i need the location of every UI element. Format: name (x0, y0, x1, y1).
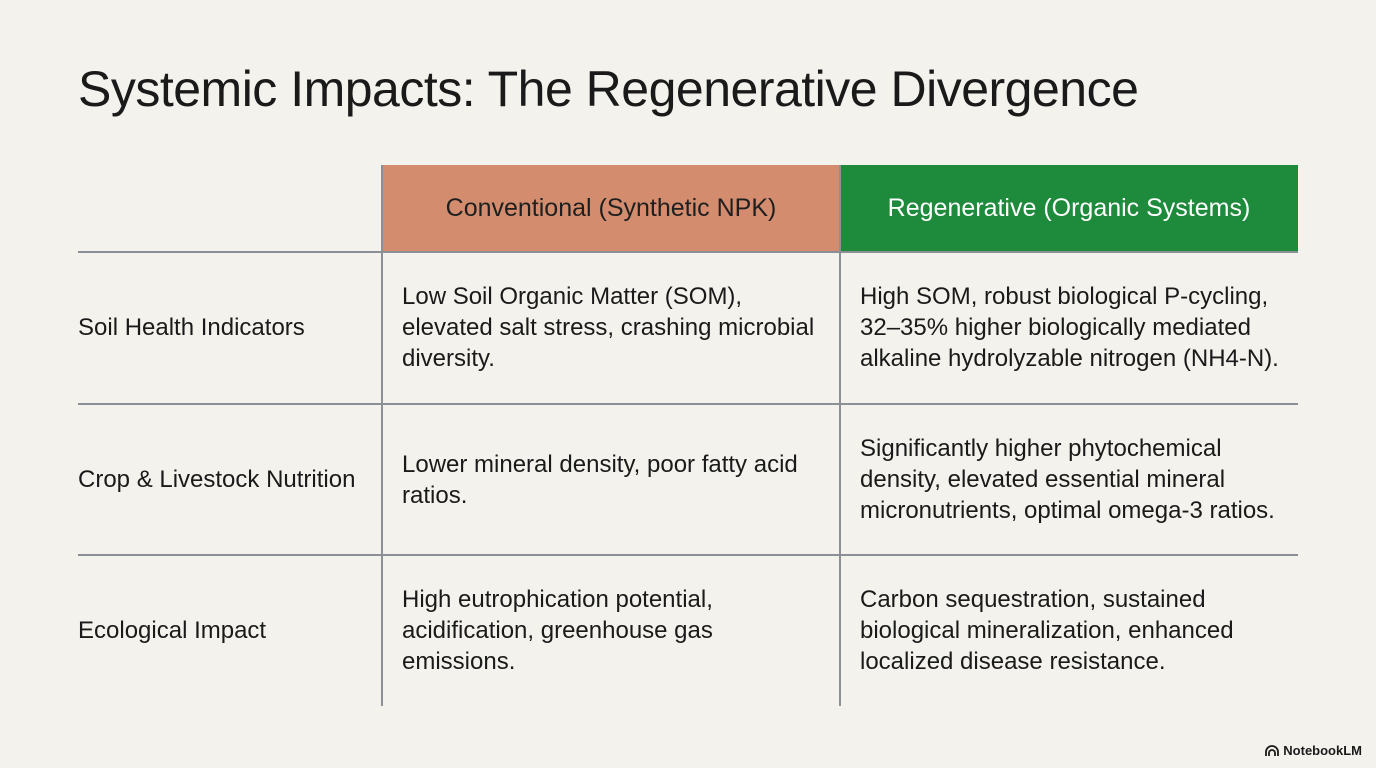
conventional-cell: Low Soil Organic Matter (SOM), elevated … (402, 283, 815, 372)
row-divider (78, 403, 1298, 405)
row-label: Soil Health Indicators (78, 314, 305, 341)
row-divider (78, 554, 1298, 556)
regenerative-cell: Significantly higher phytochemical densi… (860, 435, 1275, 524)
column-header: Conventional (Synthetic NPK) (382, 165, 840, 252)
column-divider (381, 165, 383, 706)
conventional-cell: Lower mineral density, poor fatty acid r… (402, 450, 798, 509)
regenerative-cell: Carbon sequestration, sustained biologic… (860, 586, 1234, 675)
column-divider (839, 165, 841, 706)
brand-name: NotebookLM (1283, 743, 1362, 758)
conventional-cell: High eutrophication potential, acidifica… (402, 586, 713, 675)
row-label: Crop & Livestock Nutrition (78, 466, 356, 493)
column-header: Regenerative (Organic Systems) (840, 165, 1298, 252)
row-label: Ecological Impact (78, 617, 267, 644)
brand-icon (1265, 744, 1280, 756)
slide-title: Systemic Impacts: The Regenerative Diver… (78, 61, 1139, 117)
regenerative-cell: High SOM, robust biological P-cycling, 3… (860, 283, 1279, 372)
brand: NotebookLM (1265, 743, 1362, 758)
row-divider (78, 251, 1298, 253)
